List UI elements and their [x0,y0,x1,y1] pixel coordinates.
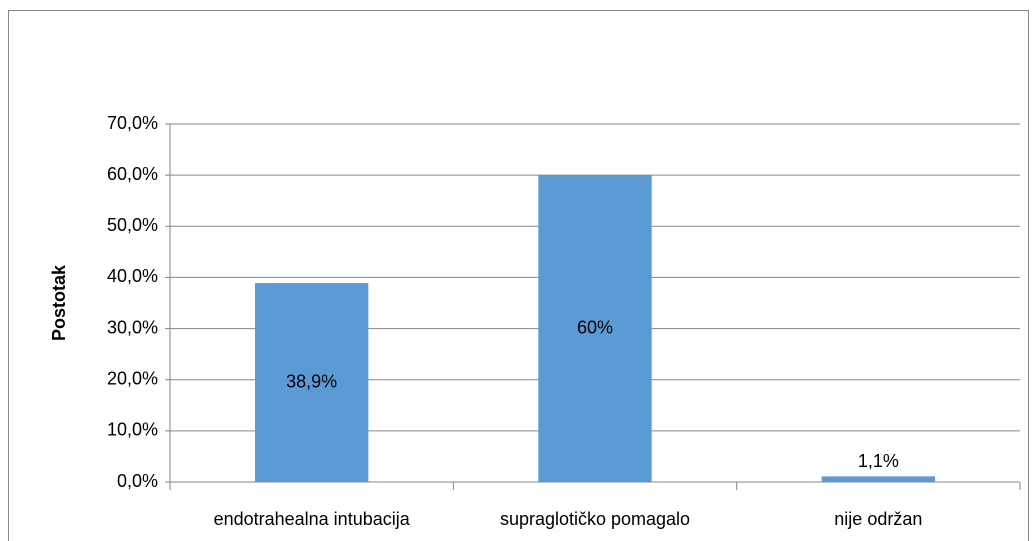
x-tick-label: endotrahealna intubacija [214,509,411,529]
bar [255,283,369,482]
y-tick-label: 50,0% [107,215,158,235]
chart-frame [8,10,1029,541]
y-tick-label: 40,0% [107,266,158,286]
data-label: 38,9% [286,371,337,391]
x-tick-label: nije održan [834,509,922,529]
bar [538,175,652,482]
y-tick-label: 20,0% [107,368,158,388]
y-tick-label: 60,0% [107,164,158,184]
y-tick-label: 10,0% [107,420,158,440]
data-label: 60% [577,317,613,337]
bar [821,476,935,482]
y-tick-label: 70,0% [107,113,158,133]
data-label: 1,1% [858,451,899,471]
x-tick-label: supraglotičko pomagalo [500,509,690,529]
y-tick-label: 0,0% [117,471,158,491]
y-axis-label: Postotak [49,264,69,341]
y-tick-label: 30,0% [107,317,158,337]
